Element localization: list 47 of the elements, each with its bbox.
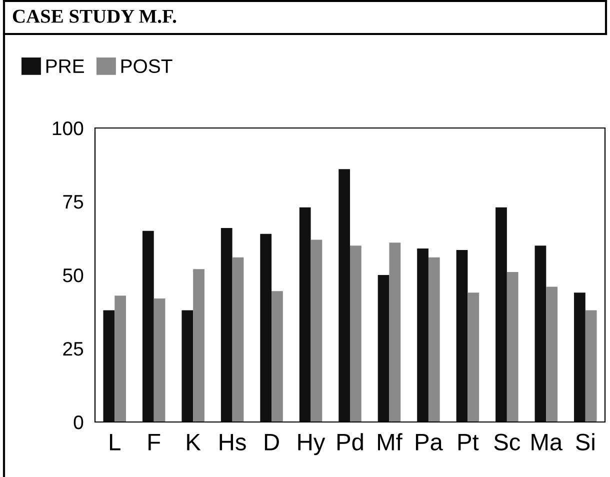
x-tick-label: Si [576, 433, 594, 450]
x-tick-label: Pa [416, 434, 443, 450]
bar [389, 242, 401, 422]
y-tick-label: 100 [52, 121, 84, 136]
bar [142, 230, 154, 422]
bar [546, 286, 558, 422]
bar [220, 228, 232, 422]
x-tick-label: Mf [378, 433, 402, 450]
x-tick-label: K [187, 434, 201, 450]
x-tick-label: Hs [220, 434, 246, 450]
bar [574, 292, 586, 422]
bar [103, 310, 115, 422]
bar [182, 310, 194, 422]
bar [417, 248, 428, 422]
bar [534, 246, 546, 422]
y-tick-label: 75 [63, 195, 84, 209]
x-tick-label: Pd [337, 433, 363, 450]
legend-label: POST [121, 59, 172, 74]
y-tick-label: 50 [63, 268, 84, 282]
bar [338, 169, 350, 422]
bar [585, 310, 597, 422]
bar [299, 207, 311, 422]
bar [310, 240, 322, 422]
x-tick-label: Pt [458, 434, 479, 450]
x-tick-label: Ma [532, 434, 563, 450]
x-tick-label: F [148, 434, 160, 450]
y-tick-label: 0 [74, 415, 84, 430]
chart-title: CASE STUDY M.F. [12, 10, 176, 23]
y-tick-label: 25 [63, 342, 84, 356]
bar [378, 275, 390, 422]
bar [350, 246, 362, 422]
bar [428, 257, 440, 422]
bar [496, 207, 507, 422]
bar [232, 257, 244, 422]
legend-label: PRE [46, 59, 84, 73]
bar [468, 292, 480, 422]
x-tick-label: Sc [494, 434, 520, 450]
bar [114, 296, 126, 422]
bar [193, 269, 204, 422]
x-tick-label: D [264, 434, 279, 450]
bar [260, 234, 272, 422]
x-tick-label: L [110, 434, 120, 450]
bar [272, 291, 283, 422]
bar [154, 298, 166, 422]
x-tick-label: Hy [298, 434, 326, 456]
bar [456, 250, 468, 422]
bar [506, 272, 518, 422]
